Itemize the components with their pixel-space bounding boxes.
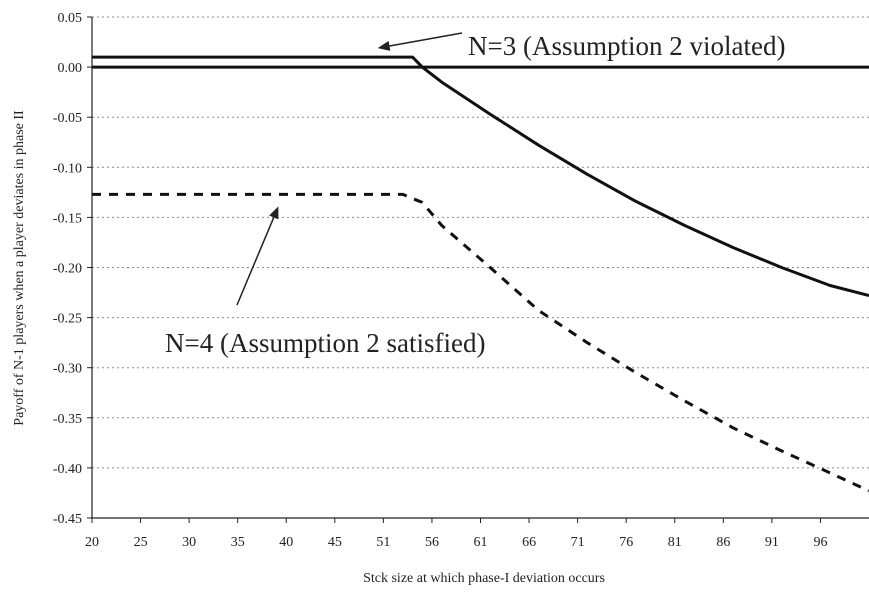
y-tick-label: -0.30 — [53, 362, 82, 377]
series-line-solid — [92, 55, 869, 298]
series-group — [92, 55, 869, 493]
gridlines — [92, 16, 869, 469]
x-tick-label: 56 — [425, 535, 439, 550]
annotation-arrow-n4 — [236, 217, 275, 306]
x-axis-title: Stck size at which phase-I deviation occ… — [363, 571, 605, 586]
axes — [87, 16, 869, 523]
x-tick-label: 96 — [813, 535, 827, 550]
x-tick-label: 66 — [522, 535, 536, 550]
x-tick-label: 45 — [328, 535, 342, 550]
x-tick-label: 30 — [182, 535, 196, 550]
y-axis-title: Payoff of N-1 players when a player devi… — [12, 110, 27, 426]
annotation-arrow-n3 — [389, 32, 463, 47]
x-tick-label: 51 — [376, 535, 390, 550]
x-tick-label: 91 — [765, 535, 779, 550]
y-tick-label: -0.10 — [53, 161, 82, 176]
annotations: N=3 (Assumption 2 violated) N=4 (Assumpt… — [165, 31, 785, 358]
series-line-dashed — [92, 192, 869, 493]
y-tick-label: -0.15 — [53, 211, 82, 226]
x-tick-label: 35 — [231, 535, 245, 550]
y-tick-label: -0.05 — [53, 111, 82, 126]
annotation-n4-label: N=4 (Assumption 2 satisfied) — [165, 328, 485, 358]
x-tick-label: 20 — [85, 535, 99, 550]
x-tick-label: 61 — [474, 535, 488, 550]
y-tick-label: 0.05 — [58, 11, 83, 26]
y-tick-label: -0.35 — [53, 412, 82, 427]
x-tick-label: 40 — [279, 535, 293, 550]
annotation-n3-label: N=3 (Assumption 2 violated) — [468, 31, 785, 61]
x-tick-label: 76 — [619, 535, 633, 550]
annotation-arrowhead-n3 — [377, 41, 391, 51]
y-tick-label: 0.00 — [58, 61, 83, 76]
tick-labels: 0.05 0.00 -0.05 -0.10 -0.15 -0.20 -0.25 -0.30 -0… — [53, 11, 828, 550]
x-tick-label: 25 — [134, 535, 148, 550]
x-tick-label: 86 — [716, 535, 730, 550]
y-tick-label: -0.45 — [53, 512, 82, 527]
x-tick-label: 81 — [668, 535, 682, 550]
y-tick-label: -0.40 — [53, 462, 82, 477]
y-tick-label: -0.25 — [53, 312, 82, 327]
x-tick-label: 71 — [571, 535, 585, 550]
y-tick-label: -0.20 — [53, 262, 82, 277]
annotation-arrowhead-n4 — [269, 206, 279, 220]
